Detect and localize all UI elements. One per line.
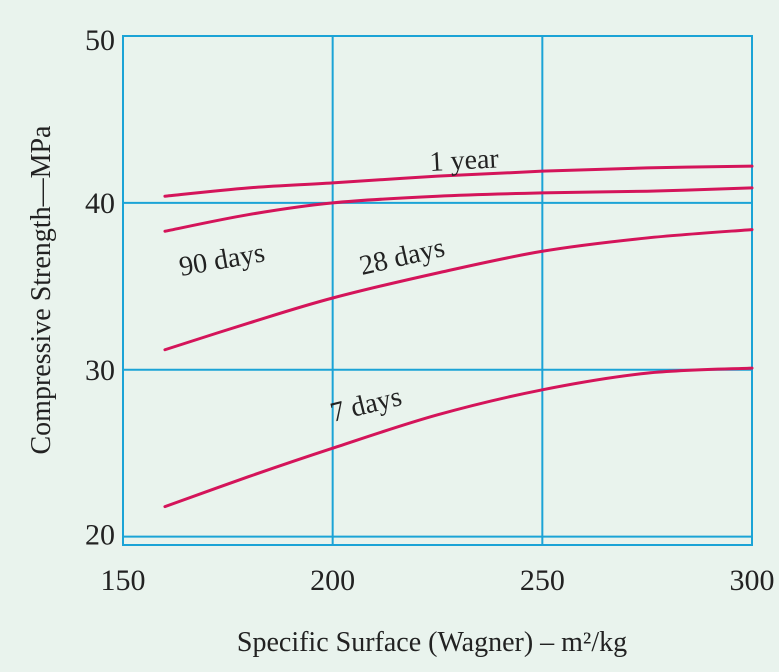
y-tick-label-40: 40 (85, 187, 115, 220)
series-line-7-days (163, 366, 754, 509)
series-label-1-year: 1 year (429, 143, 500, 178)
x-axis-label: Specific Surface (Wagner) – m²/kg (237, 627, 627, 658)
series-line-90-days (163, 186, 754, 233)
x-tick-label-150: 150 (101, 564, 146, 597)
x-tick-label-250: 250 (520, 564, 565, 597)
y-tick-label-50: 50 (85, 24, 115, 57)
plot-frame (122, 35, 753, 546)
series-line-1-year (163, 164, 754, 198)
x-tick-label-300: 300 (730, 564, 775, 597)
x-tick-label-200: 200 (310, 564, 355, 597)
series-line-28-days (163, 228, 754, 352)
y-tick-label-30: 30 (85, 354, 115, 387)
y-axis-label: Compressive Strength—MPa (26, 125, 57, 455)
grid (122, 35, 753, 546)
series-label-90-days: 90 days (177, 237, 267, 283)
tick-labels: 150 200 250 300 20 30 40 50 (85, 24, 775, 597)
series-curves (163, 164, 754, 509)
series-label-7-days: 7 days (327, 381, 405, 429)
y-tick-label-20: 20 (85, 519, 115, 552)
